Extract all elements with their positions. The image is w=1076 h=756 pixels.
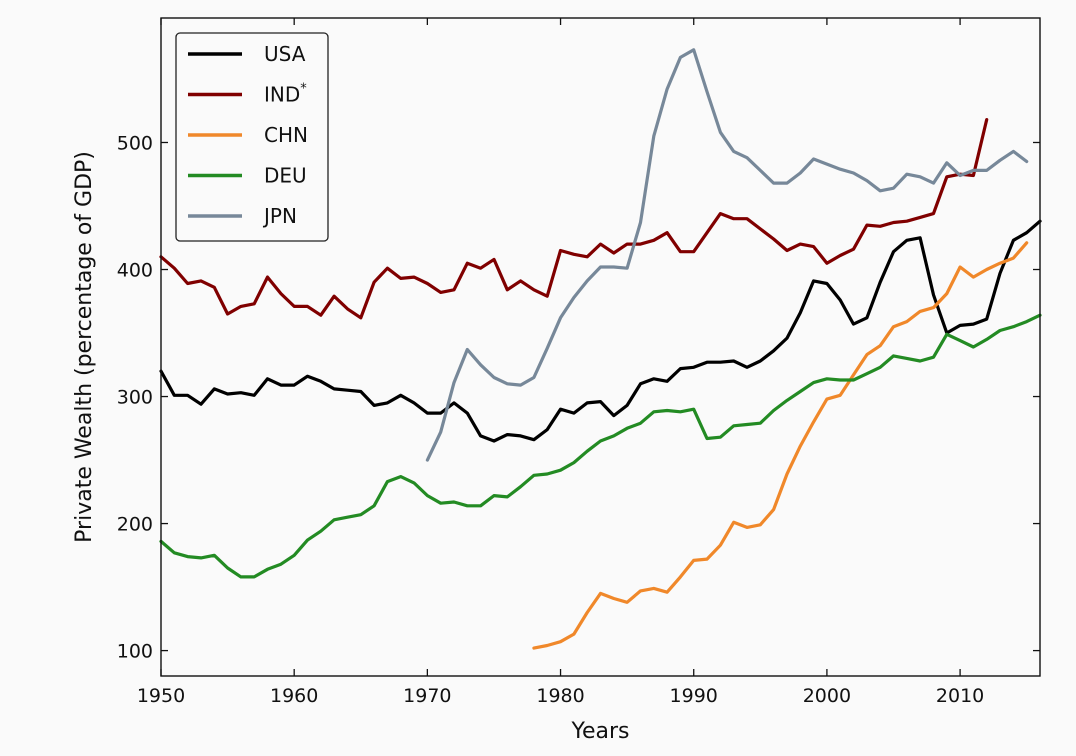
y-tick-label: 200: [117, 514, 153, 536]
x-tick-label: 1970: [403, 685, 451, 707]
series-line-jpn: [425, 48, 1029, 462]
series-line-usa: [159, 219, 1042, 443]
series-line-chn: [532, 241, 1029, 650]
legend-name-ind: IND: [264, 83, 300, 107]
ticks-group: 1950 1960 1970 1980 1990 2000 2010 100 200 300 400…: [117, 18, 1040, 707]
y-tick-label: 500: [117, 132, 153, 154]
x-tick-label: 1950: [137, 685, 185, 707]
legend-label-ind: IND*: [264, 82, 307, 107]
x-tick-label: 1960: [270, 685, 318, 707]
legend-name-chn: CHN: [264, 123, 308, 147]
x-tick-label: 2010: [936, 685, 984, 707]
legend: USA IND* CHN DEU JPN: [175, 32, 329, 242]
legend-name-deu: DEU: [264, 164, 307, 188]
legend-label-deu: DEU: [264, 164, 307, 188]
legend-label-chn: CHN: [264, 123, 308, 147]
x-tick-label: 2000: [803, 685, 851, 707]
series-line-deu: [159, 313, 1042, 579]
y-tick-label: 100: [117, 641, 153, 663]
x-tick-label: 1980: [536, 685, 584, 707]
legend-label-jpn: JPN: [262, 204, 297, 228]
series-line-ind: [159, 117, 989, 320]
y-tick-label: 400: [117, 260, 153, 282]
x-axis-title: Years: [570, 719, 629, 744]
series-group: [159, 48, 1042, 650]
legend-label-usa: USA: [264, 42, 306, 66]
x-tick-label: 1990: [670, 685, 718, 707]
legend-name-jpn: JPN: [262, 204, 297, 228]
y-tick-label: 300: [117, 387, 153, 409]
legend-frame: [175, 32, 329, 242]
legend-name-usa: USA: [264, 42, 306, 66]
y-axis-title: Private Wealth (percentage of GDP): [72, 151, 97, 543]
legend-superscript-ind: *: [300, 82, 307, 97]
plot-frame: [160, 17, 1041, 677]
